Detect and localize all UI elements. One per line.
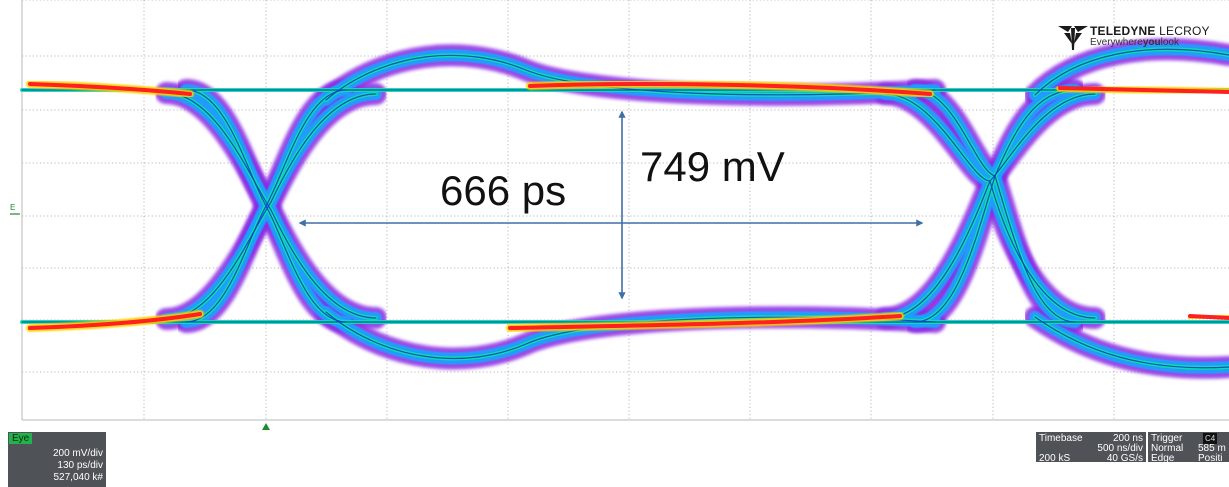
trigger-slope: Positi	[1198, 453, 1223, 462]
eye-channel-tag: Eye	[9, 433, 33, 444]
channel-marker-label: E	[10, 203, 16, 212]
eye-trace-line	[325, 54, 936, 101]
trigger-label: Trigger	[1151, 433, 1183, 444]
eye-height-label: 749 mV	[640, 143, 785, 190]
logo-tagline-post: look	[1160, 37, 1179, 48]
eye-pattern-traces	[11, 38, 1229, 379]
sample-points: 200 kS	[1039, 453, 1071, 464]
timebase-label: Timebase	[1039, 433, 1083, 444]
graticule-grid	[21, 0, 1229, 421]
eye-hot-red	[528, 82, 932, 96]
sample-rate: 40 GS/s	[1106, 453, 1143, 464]
trigger-mode: Normal	[1151, 443, 1184, 454]
trigger-type: Edge	[1151, 453, 1175, 462]
eye-hot-red	[1188, 314, 1229, 320]
eye-sample-count: 527,040 k#	[53, 472, 104, 483]
trigger-source-badge: C4	[1203, 433, 1218, 444]
eye-hot-red	[28, 312, 202, 330]
teledyne-lecroy-logo: TELEDYNE LECROY Everywhereyoulook	[1058, 22, 1229, 54]
logo-tagline-pre: Everywhere	[1090, 37, 1143, 48]
logo-tagline: Everywhereyoulook	[1090, 37, 1179, 48]
eye-trace-line	[165, 93, 377, 320]
eye-hot-red	[28, 82, 192, 96]
reference-markers	[10, 213, 270, 430]
teledyne-logo-icon	[1058, 26, 1088, 50]
logo-brand-text: TELEDYNE LECROY	[1090, 24, 1210, 38]
eye-descriptor-panel[interactable]: Eye 200 mV/div 130 ps/div 527,040 k#	[8, 432, 106, 487]
timebase-panel[interactable]: Timebase 200 ns 500 ns/div 200 kS 40 GS/…	[1036, 432, 1146, 464]
eye-trace-line	[1034, 48, 1229, 96]
eye-vertical-scale: 200 mV/div	[52, 448, 103, 459]
time-per-division: 500 ns/div	[1097, 443, 1143, 454]
eye-trace-line	[884, 93, 1096, 319]
trigger-position-marker	[262, 423, 270, 430]
timebase-value: 200 ns	[1112, 433, 1143, 444]
eye-trace-line	[165, 92, 377, 319]
logo-brand-bold: TELEDYNE	[1090, 24, 1156, 38]
logo-brand-light: LECROY	[1159, 24, 1210, 38]
trigger-level: 585 m	[1198, 443, 1226, 454]
eye-trace-line	[1034, 316, 1229, 369]
eye-horizontal-scale: 130 ps/div	[57, 460, 103, 471]
eye-width-label: 666 ps	[440, 167, 567, 214]
logo-tagline-bold: you	[1142, 37, 1161, 48]
eye-hot-red	[508, 314, 902, 330]
measurement-arrows	[298, 110, 924, 300]
eye-trace-line	[185, 89, 347, 323]
trigger-panel[interactable]: Trigger C4 Normal 585 m Edge Positi	[1148, 432, 1229, 462]
eye-hot-red	[1058, 86, 1229, 94]
